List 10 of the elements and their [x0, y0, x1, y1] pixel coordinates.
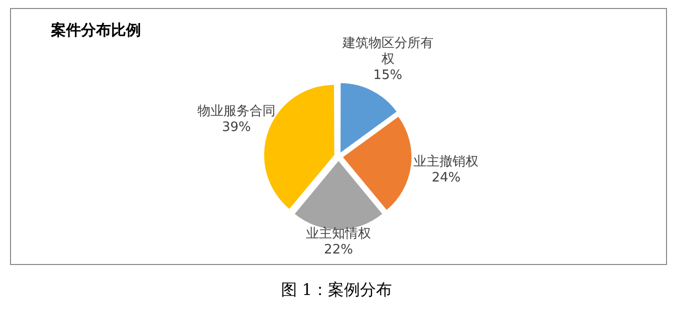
data-label: 22%: [324, 242, 353, 258]
data-label: 15%: [373, 68, 402, 84]
slice-label: 物业服务合同: [197, 104, 276, 120]
slice-label: 业主知情权: [306, 225, 371, 242]
data-label: 39%: [222, 120, 251, 136]
data-label: 24%: [432, 170, 461, 186]
chart-title: 案件分布比例: [51, 21, 141, 40]
slice-label: 业主撤销权: [414, 153, 479, 170]
slice-label: 建筑物区分所有权: [341, 36, 434, 68]
caption: 图 1：案例分布: [280, 280, 394, 301]
